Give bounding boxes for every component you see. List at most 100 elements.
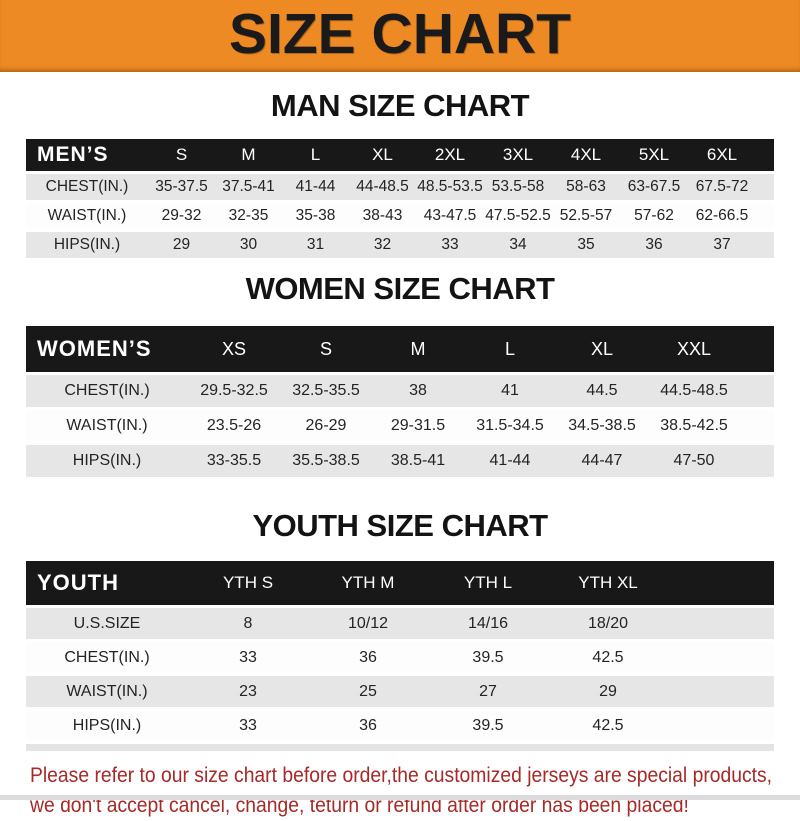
size-value-cell: 29-31.5 [372, 410, 464, 442]
size-value-cell: 8 [188, 608, 308, 639]
table-row: WAIST(IN.) 23 25 27 29 [26, 676, 774, 707]
size-value-cell: 58-63 [552, 174, 620, 200]
youth-size-table: YOUTH YTH S YTH M YTH L YTH XL U.S.SIZE 8 10/12… [26, 558, 774, 744]
mens-size-table: MEN’S S M L XL 2XL 3XL 4XL 5XL 6XL CHEST(IN.) 35-37… [26, 136, 774, 261]
row-label-cell: WAIST(IN.) [26, 676, 188, 707]
size-value-cell: 32 [349, 232, 416, 258]
row-label-cell: WAIST(IN.) [26, 203, 148, 229]
size-value-cell: 25 [308, 676, 428, 707]
size-value-cell: 57-62 [620, 203, 688, 229]
filler-cell [668, 710, 774, 741]
disclaimer-line-1: Please refer to our size chart before or… [30, 764, 773, 787]
size-column-header: XL [349, 139, 416, 171]
filler-cell [740, 375, 774, 407]
size-column-header: S [148, 139, 215, 171]
size-value-cell: 26-29 [280, 410, 372, 442]
size-column-header: L [464, 326, 556, 372]
size-value-cell: 44-47 [556, 445, 648, 477]
size-value-cell: 48.5-53.5 [416, 174, 484, 200]
size-value-cell: 31 [282, 232, 349, 258]
size-value-cell: 33 [188, 710, 308, 741]
size-value-cell: 47-50 [648, 445, 740, 477]
size-value-cell: 52.5-57 [552, 203, 620, 229]
size-value-cell: 37.5-41 [215, 174, 282, 200]
row-label-cell: U.S.SIZE [26, 608, 188, 639]
row-label-cell: CHEST(IN.) [26, 642, 188, 673]
size-value-cell: 44.5 [556, 375, 648, 407]
size-value-cell: 35 [552, 232, 620, 258]
table-row: CHEST(IN.) 33 36 39.5 42.5 [26, 642, 774, 673]
table-row: WAIST(IN.) 23.5-26 26-29 29-31.5 31.5-34.5 34… [26, 410, 774, 442]
filler-cell [740, 326, 774, 372]
size-value-cell: 18/20 [548, 608, 668, 639]
table-title-cell: YOUTH [26, 561, 188, 605]
size-column-header: 6XL [688, 139, 756, 171]
size-column-header: XL [556, 326, 648, 372]
table-row: CHEST(IN.) 29.5-32.5 32.5-35.5 38 41 44.5 44.5… [26, 375, 774, 407]
size-chart-banner: SIZE CHART [0, 0, 800, 72]
size-value-cell: 33 [416, 232, 484, 258]
size-value-cell: 47.5-52.5 [484, 203, 552, 229]
size-value-cell: 39.5 [428, 710, 548, 741]
size-value-cell: 42.5 [548, 642, 668, 673]
size-value-cell: 38.5-42.5 [648, 410, 740, 442]
size-value-cell: 14/16 [428, 608, 548, 639]
disclaimer: Please refer to our size chart before or… [30, 761, 800, 821]
size-column-header: S [280, 326, 372, 372]
table-row: HIPS(IN.) 33 36 39.5 42.5 [26, 710, 774, 741]
page-bottom-edge [0, 795, 800, 800]
table-title-cell: WOMEN’S [26, 326, 188, 372]
size-column-header: 4XL [552, 139, 620, 171]
filler-cell [740, 445, 774, 477]
filler-cell [740, 410, 774, 442]
size-value-cell: 53.5-58 [484, 174, 552, 200]
size-column-header: XXL [648, 326, 740, 372]
table-header-row: WOMEN’S XS S M L XL XXL [26, 326, 774, 372]
size-value-cell: 41 [464, 375, 556, 407]
size-value-cell: 23 [188, 676, 308, 707]
size-value-cell: 38.5-41 [372, 445, 464, 477]
size-value-cell: 36 [308, 642, 428, 673]
row-label-cell: HIPS(IN.) [26, 232, 148, 258]
size-column-header: 5XL [620, 139, 688, 171]
table-row: HIPS(IN.) 29 30 31 32 33 34 35 36 37 [26, 232, 774, 258]
size-value-cell: 63-67.5 [620, 174, 688, 200]
filler-cell [668, 676, 774, 707]
size-value-cell: 39.5 [428, 642, 548, 673]
size-value-cell: 32.5-35.5 [280, 375, 372, 407]
womens-size-table: WOMEN’S XS S M L XL XXL CHEST(IN.) 29.5-32.5 32.5… [26, 323, 774, 480]
size-value-cell: 43-47.5 [416, 203, 484, 229]
size-value-cell: 41-44 [282, 174, 349, 200]
row-label-cell: CHEST(IN.) [26, 375, 188, 407]
size-value-cell: 32-35 [215, 203, 282, 229]
table-title-cell: MEN’S [26, 139, 148, 171]
section-heading-man: MAN SIZE CHART [270, 88, 530, 123]
size-value-cell: 30 [215, 232, 282, 258]
youth-table-bottom-strip [26, 744, 774, 751]
size-value-cell: 35.5-38.5 [280, 445, 372, 477]
size-value-cell: 44.5-48.5 [648, 375, 740, 407]
size-value-cell: 31.5-34.5 [464, 410, 556, 442]
size-value-cell: 38 [372, 375, 464, 407]
size-column-header: M [215, 139, 282, 171]
size-value-cell: 35-37.5 [148, 174, 215, 200]
size-column-header: 3XL [484, 139, 552, 171]
size-value-cell: 29.5-32.5 [188, 375, 280, 407]
size-value-cell: 44-48.5 [349, 174, 416, 200]
size-value-cell: 34.5-38.5 [556, 410, 648, 442]
size-value-cell: 35-38 [282, 203, 349, 229]
size-value-cell: 41-44 [464, 445, 556, 477]
section-heading-youth: YOUTH SIZE CHART [252, 508, 548, 543]
size-column-header: XS [188, 326, 280, 372]
size-value-cell: 42.5 [548, 710, 668, 741]
size-value-cell: 29-32 [148, 203, 215, 229]
size-value-cell: 67.5-72 [688, 174, 756, 200]
size-value-cell: 33 [188, 642, 308, 673]
table-row: WAIST(IN.) 29-32 32-35 35-38 38-43 43-47.5 47.… [26, 203, 774, 229]
size-value-cell: 29 [148, 232, 215, 258]
size-column-header: 2XL [416, 139, 484, 171]
filler-cell [756, 139, 774, 171]
size-value-cell: 10/12 [308, 608, 428, 639]
filler-cell [668, 561, 774, 605]
size-value-cell: 23.5-26 [188, 410, 280, 442]
